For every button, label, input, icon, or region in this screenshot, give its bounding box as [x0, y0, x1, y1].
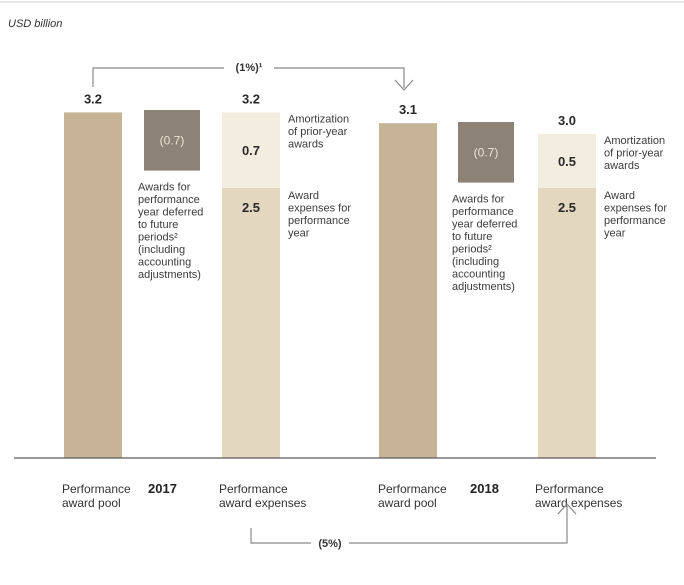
deferred-desc-2018: (including	[452, 256, 499, 268]
expense-change-arrowhead	[557, 503, 577, 515]
expense-prior-desc-2017: of prior-year	[288, 126, 348, 138]
expense-current-bar-2017	[222, 188, 280, 458]
pool-change-label-bg	[224, 59, 274, 75]
pool-bar-2018	[379, 123, 437, 458]
deferred-desc-2018: periods²	[452, 244, 492, 256]
expense-current-value-2017: 2.5	[242, 200, 260, 215]
pool-category-2017: award pool	[62, 496, 121, 510]
deferred-desc-2018: performance	[452, 206, 514, 218]
expense-current-desc-2017: Award	[288, 190, 319, 202]
deferred-desc-2018: year deferred	[452, 219, 517, 231]
deferred-desc-2017: performance	[138, 194, 200, 206]
expense-current-desc-2017: performance	[288, 215, 350, 227]
expense-current-bar-2018	[538, 188, 596, 458]
pool-category-2018: award pool	[378, 496, 437, 510]
expense-current-desc-2018: performance	[604, 215, 666, 227]
deferred-desc-2018: to future	[452, 231, 492, 243]
expense-total-2017: 3.2	[242, 91, 260, 106]
expense-prior-desc-2018: awards	[604, 160, 640, 172]
deferred-desc-2018: adjustments)	[452, 281, 515, 293]
expense-category-2017: Performance	[219, 482, 288, 496]
pool-category-2017: Performance	[62, 482, 131, 496]
expense-category-2018: award expenses	[535, 496, 622, 510]
deferred-desc-2017: accounting	[138, 257, 191, 269]
pool-change-label: (1%)¹	[236, 62, 263, 74]
deferred-value-2018: (0.7)	[474, 145, 499, 159]
expense-prior-value-2017: 0.7	[242, 143, 260, 158]
deferred-bar-2017	[144, 110, 200, 171]
expense-total-2018: 3.0	[558, 113, 576, 128]
year-label-2018: 2018	[470, 481, 499, 496]
expense-prior-bar-2018	[538, 134, 596, 188]
expense-category-2017: award expenses	[219, 496, 306, 510]
expense-change-label-bg	[311, 535, 349, 551]
expense-current-desc-2018: year	[604, 228, 626, 240]
expense-prior-desc-2017: Amortization	[288, 113, 349, 125]
deferred-value-2017: (0.7)	[160, 133, 185, 147]
deferred-desc-2017: year deferred	[138, 207, 203, 219]
year-label-2017: 2017	[148, 481, 177, 496]
unit-label: USD billion	[8, 18, 62, 30]
expense-current-desc-2017: expenses for	[288, 203, 351, 215]
expense-prior-value-2018: 0.5	[558, 154, 576, 169]
pool-value-2017: 3.2	[84, 91, 102, 106]
deferred-desc-2017: (including	[138, 244, 185, 256]
deferred-bar-2018	[458, 122, 514, 183]
expense-current-desc-2018: expenses for	[604, 203, 667, 215]
expense-prior-desc-2018: of prior-year	[604, 148, 664, 160]
deferred-desc-2017: to future	[138, 219, 178, 231]
expense-change-label: (5%)	[318, 538, 342, 550]
expense-prior-desc-2018: Amortization	[604, 135, 665, 147]
deferred-desc-2018: accounting	[452, 269, 505, 281]
expense-prior-bar-2017	[222, 112, 280, 188]
pool-category-2018: Performance	[378, 482, 447, 496]
expense-current-desc-2018: Award	[604, 190, 635, 202]
deferred-desc-2017: Awards for	[138, 182, 191, 194]
expense-current-value-2018: 2.5	[558, 200, 576, 215]
pool-bar-2017	[64, 112, 122, 459]
pool-value-2018: 3.1	[399, 102, 417, 117]
deferred-desc-2018: Awards for	[452, 194, 505, 206]
expense-category-2018: Performance	[535, 482, 604, 496]
deferred-desc-2017: periods²	[138, 232, 178, 244]
deferred-desc-2017: adjustments)	[138, 269, 201, 281]
pool-change-arrowhead	[394, 79, 414, 91]
expense-prior-desc-2017: awards	[288, 138, 324, 150]
expense-current-desc-2017: year	[288, 228, 310, 240]
expense-change-connector	[250, 506, 568, 544]
